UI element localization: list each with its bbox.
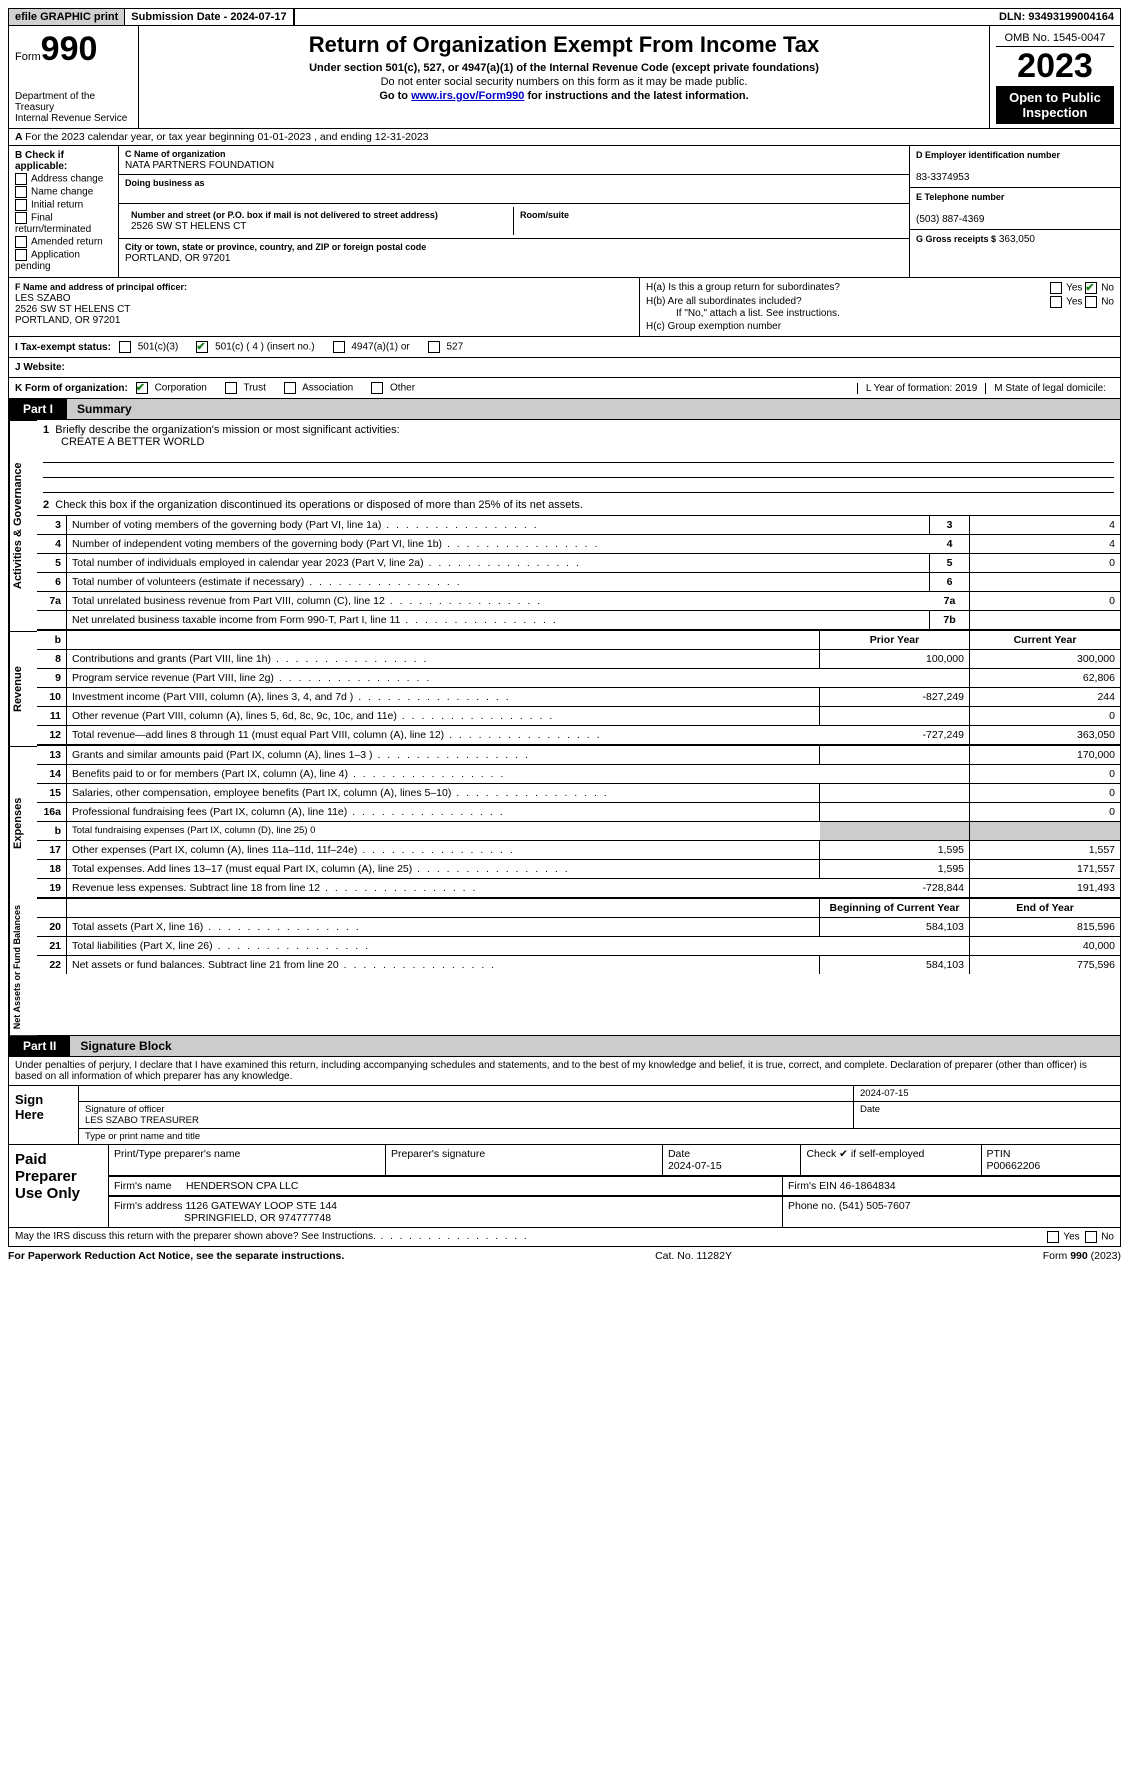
topbar: efile GRAPHIC print Submission Date - 20… [8,8,1121,26]
checkbox-association[interactable] [284,382,296,394]
checkbox-trust[interactable] [225,382,237,394]
officer-addr1: 2526 SW ST HELENS CT [15,304,130,315]
subtitle-1: Under section 501(c), 527, or 4947(a)(1)… [149,62,979,74]
form-label: Form990 [15,30,132,69]
preparer-table: Paid Preparer Use Only Print/Type prepar… [8,1145,1121,1228]
omb-number: OMB No. 1545-0047 [996,30,1114,47]
form-title: Return of Organization Exempt From Incom… [149,32,979,58]
catalog-number: Cat. No. 11282Y [655,1250,732,1262]
subtitle-2: Do not enter social security numbers on … [149,76,979,88]
checkbox-discuss-no[interactable] [1085,1231,1097,1243]
subtitle-3: Go to www.irs.gov/Form990 for instructio… [149,90,979,102]
checkbox-address-change[interactable] [15,173,27,185]
checkbox-application-pending[interactable] [15,249,27,261]
form-of-org-row: K Form of organization: Corporation Trus… [8,378,1121,399]
form-ref: Form 990 (2023) [1043,1250,1121,1262]
checkbox-final-return[interactable] [15,212,27,224]
open-inspection: Open to Public Inspection [996,86,1114,124]
tax-year: 2023 [996,47,1114,86]
form-header: Form990 Department of the TreasuryIntern… [8,26,1121,129]
officer-signature-name: LES SZABO TREASURER [85,1115,199,1126]
website-row: J Website: [8,358,1121,378]
line-a-tax-year: A For the 2023 calendar year, or tax yea… [8,129,1121,146]
checkbox-501c3[interactable] [119,341,131,353]
submission-date: Submission Date - 2024-07-17 [125,9,294,25]
ptin: P00662206 [987,1160,1041,1172]
section-bcdeg: B Check if applicable: Address change Na… [8,146,1121,278]
checkbox-other[interactable] [371,382,383,394]
org-name: NATA PARTNERS FOUNDATION [125,160,274,171]
firm-address: 1126 GATEWAY LOOP STE 144 [185,1200,337,1212]
checkbox-501c[interactable] [196,341,208,353]
gross-receipts: 363,050 [999,234,1035,245]
checkbox-hb-no[interactable] [1085,296,1097,308]
telephone: (503) 887-4369 [916,214,984,225]
discuss-row: May the IRS discuss this return with the… [8,1228,1121,1247]
part2-header: Part II Signature Block [8,1036,1121,1057]
street-address: 2526 SW ST HELENS CT [131,221,246,232]
checkbox-initial-return[interactable] [15,199,27,211]
page-footer: For Paperwork Reduction Act Notice, see … [8,1247,1121,1265]
firm-name: HENDERSON CPA LLC [186,1180,298,1192]
tax-exempt-status: I Tax-exempt status: 501(c)(3) 501(c) ( … [8,337,1121,358]
checkbox-hb-yes[interactable] [1050,296,1062,308]
year-of-formation: L Year of formation: 2019 [857,383,985,394]
checkbox-4947a1[interactable] [333,341,345,353]
side-label-governance: Activities & Governance [9,420,37,631]
firm-phone: (541) 505-7607 [839,1200,911,1212]
side-label-netassets: Net Assets or Fund Balances [9,899,37,1035]
form990-link[interactable]: www.irs.gov/Form990 [411,90,524,102]
sign-date: 2024-07-15 [860,1088,909,1099]
side-label-revenue: Revenue [9,631,37,746]
mission-description: CREATE A BETTER WORLD [61,436,1114,448]
checkbox-ha-yes[interactable] [1050,282,1062,294]
efile-print-button[interactable]: efile GRAPHIC print [9,9,125,25]
ein: 83-3374953 [916,172,969,183]
checkbox-ha-no[interactable] [1085,282,1097,294]
signature-table: Sign Here 2024-07-15 Signature of office… [8,1086,1121,1145]
dln: DLN: 93493199004164 [993,9,1120,25]
checkbox-corporation[interactable] [136,382,148,394]
officer-addr2: PORTLAND, OR 97201 [15,315,120,326]
perjury-statement: Under penalties of perjury, I declare th… [8,1057,1121,1086]
checkbox-name-change[interactable] [15,186,27,198]
checkbox-discuss-yes[interactable] [1047,1231,1059,1243]
section-fh: F Name and address of principal officer:… [8,278,1121,337]
checkbox-527[interactable] [428,341,440,353]
part1-header: Part I Summary [8,399,1121,420]
state-of-domicile: M State of legal domicile: [985,383,1114,394]
checkbox-amended-return[interactable] [15,236,27,248]
check-applicable: B Check if applicable: Address change Na… [9,146,119,277]
summary-block: Activities & Governance 1 Briefly descri… [8,420,1121,1036]
dept-label: Department of the TreasuryInternal Reven… [15,91,132,124]
firm-ein: 46-1864834 [840,1180,896,1192]
city-state-zip: PORTLAND, OR 97201 [125,253,230,264]
side-label-expenses: Expenses [9,746,37,899]
officer-name: LES SZABO [15,293,71,304]
